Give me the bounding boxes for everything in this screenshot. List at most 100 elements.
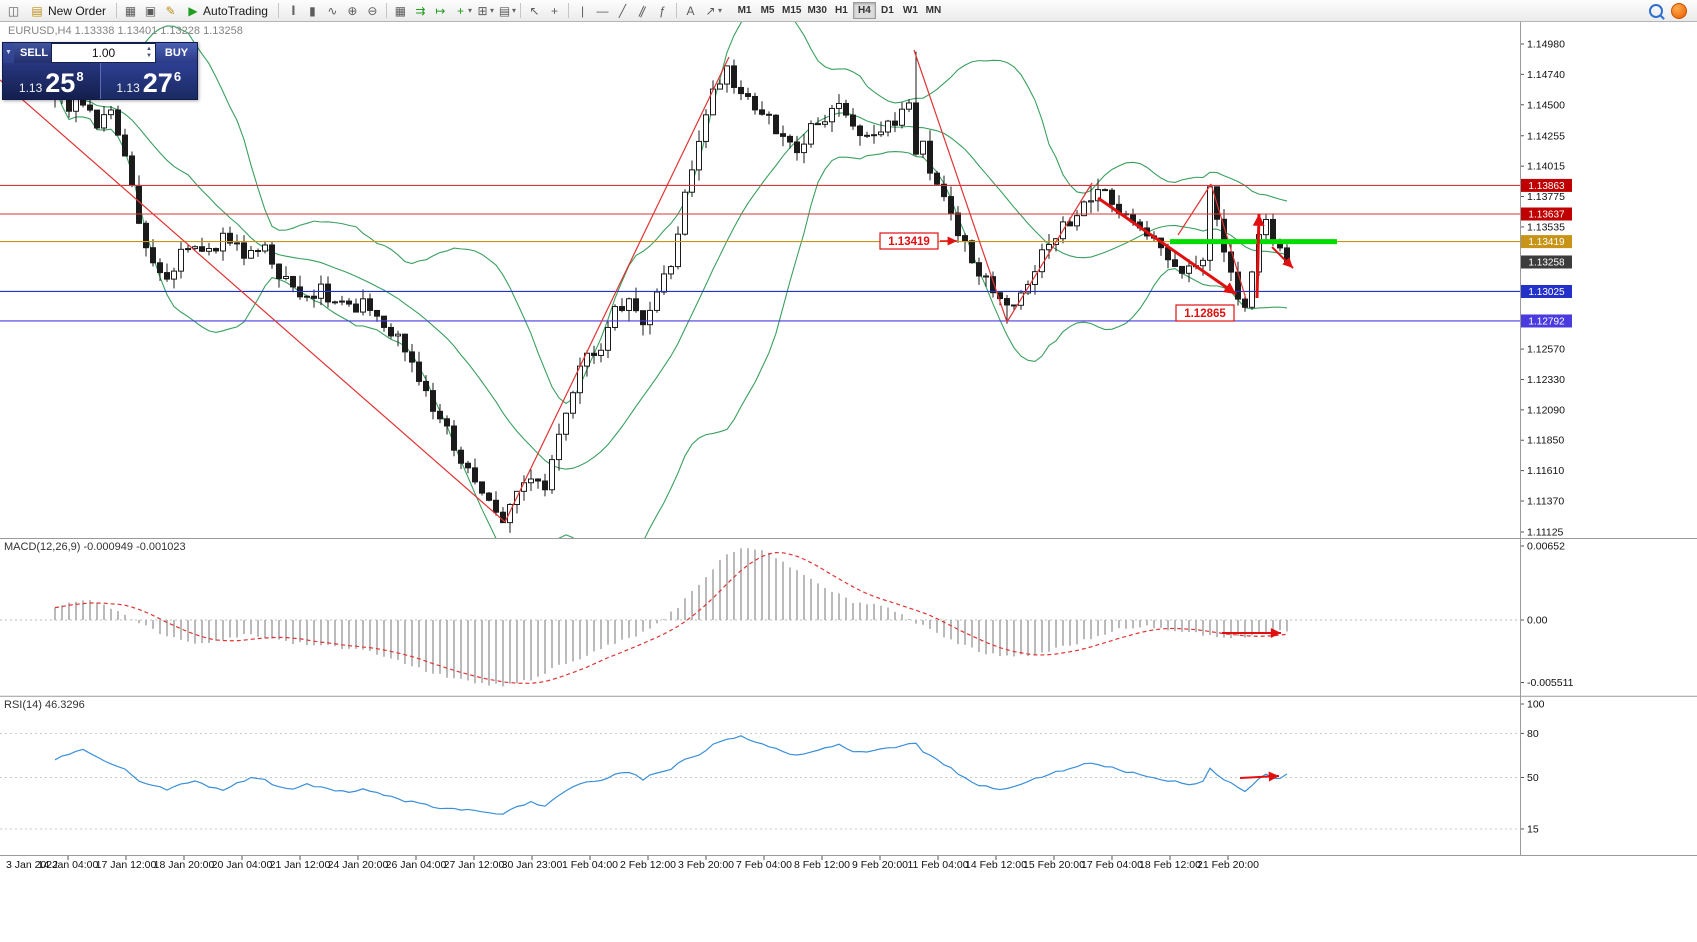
metaeditor-icon[interactable]: ✎ xyxy=(165,3,176,18)
horizontal-line-icon[interactable]: — xyxy=(596,3,609,18)
sell-price-prefix: 1.13 xyxy=(18,81,43,95)
new-chart-icon[interactable]: ▦ xyxy=(124,3,137,18)
price-axis-tick: 1.14015 xyxy=(1527,161,1565,173)
time-axis-label: 26 Jan 04:00 xyxy=(386,859,447,871)
rsi-axis-tick: 15 xyxy=(1527,823,1539,835)
macd-panel[interactable] xyxy=(0,548,1520,687)
sell-button[interactable]: SELL xyxy=(14,43,51,63)
macd-axis-tick: -0.005511 xyxy=(1527,677,1574,689)
timeframe-h4-button[interactable]: H4 xyxy=(852,2,876,19)
trendline-5[interactable] xyxy=(1177,183,1212,236)
profiles-icon[interactable]: ▣ xyxy=(144,3,157,18)
timeframe-m1-button[interactable]: M1 xyxy=(733,2,756,19)
periods-icon[interactable]: ⊞ xyxy=(477,3,488,18)
chart-ohlc-header: EURUSD,H4 1.13338 1.13401 1.13228 1.1325… xyxy=(8,25,243,37)
timeframe-w1-button[interactable]: W1 xyxy=(899,2,922,19)
annotation-arrow[interactable] xyxy=(1255,213,1261,299)
trendline-icon[interactable]: ╱ xyxy=(618,3,627,18)
chart-shift-icon[interactable]: ↦ xyxy=(435,3,446,18)
channel-icon[interactable]: ∥ xyxy=(636,2,649,19)
buy-button[interactable]: BUY xyxy=(156,43,197,63)
timeframe-mn-button[interactable]: MN xyxy=(922,2,945,19)
trendline-3[interactable] xyxy=(913,49,1008,323)
bar-chart-icon[interactable]: ||| xyxy=(291,4,296,16)
time-axis-label: 17 Jan 12:00 xyxy=(96,859,157,871)
zoom-in-icon[interactable]: ⊕ xyxy=(347,3,358,18)
fibonacci-icon[interactable]: ƒ xyxy=(659,3,666,18)
one-click-collapse-icon[interactable]: ▼ xyxy=(5,49,12,56)
chart-symbol-icon[interactable]: ◫ xyxy=(7,3,20,18)
macd-axis-tick: 0.00 xyxy=(1527,615,1548,627)
trendline-1[interactable] xyxy=(0,79,506,523)
macd-axis-tick: 0.00652 xyxy=(1527,540,1565,552)
time-axis-label: 21 Jan 12:00 xyxy=(270,859,331,871)
arrows-tool-icon[interactable]: ↗ xyxy=(705,3,716,18)
candlestick-chart-icon[interactable]: ▮ xyxy=(309,3,316,18)
price-axis-tick: 1.12570 xyxy=(1527,344,1565,356)
text-tool-icon[interactable]: A xyxy=(686,3,695,18)
time-axis-label: 15 Feb 20:00 xyxy=(1023,859,1085,871)
toolbar-separator xyxy=(116,3,118,18)
vertical-line-icon[interactable]: | xyxy=(580,3,585,18)
rsi-axis-tick: 100 xyxy=(1527,699,1545,711)
price-tag-1.13863 xyxy=(1521,178,1572,192)
time-axis-label: 11 Feb 04:00 xyxy=(907,859,968,871)
timeframe-m5-button[interactable]: M5 xyxy=(756,2,779,19)
time-axis-label: 9 Feb 20:00 xyxy=(852,859,908,871)
trendline-4[interactable] xyxy=(1006,182,1093,323)
candles-layer xyxy=(52,51,1290,533)
buy-price-prefix: 1.13 xyxy=(116,81,140,95)
buy-price[interactable]: 1.13 27 6 xyxy=(99,63,197,99)
timeframe-d1-button[interactable]: D1 xyxy=(876,2,899,19)
buy-price-sup: 6 xyxy=(173,69,182,84)
auto-scroll-icon[interactable]: ⇉ xyxy=(415,3,426,18)
line-chart-icon[interactable]: ∿ xyxy=(327,3,338,18)
cursor-icon[interactable]: ↖ xyxy=(529,3,540,18)
volume-up-icon[interactable]: ▲ xyxy=(146,46,152,52)
annotation-arrow-head xyxy=(1252,214,1265,226)
volume-field[interactable]: 1.00 ▲ ▼ xyxy=(51,43,156,63)
one-click-top-row: ▼ SELL 1.00 ▲ ▼ BUY xyxy=(3,43,197,63)
autotrading-button[interactable]: ▶ AutoTrading xyxy=(181,2,274,20)
tile-windows-icon[interactable]: ▦ xyxy=(394,3,407,18)
main-price-panel[interactable]: 1.13419 1.12865 xyxy=(0,0,1520,573)
timeframe-h1-button[interactable]: H1 xyxy=(830,2,853,19)
price-callout-box[interactable] xyxy=(879,232,939,250)
timeframe-m15-button[interactable]: M15 xyxy=(779,2,804,19)
price-callout-box[interactable] xyxy=(1175,304,1235,322)
price-axis-tick: 1.14500 xyxy=(1527,99,1565,111)
indicators-dropdown-icon[interactable]: ▾ xyxy=(467,6,472,15)
new-order-button[interactable]: ▤ New Order xyxy=(24,2,112,20)
time-axis-label: 18 Jan 20:00 xyxy=(154,859,215,871)
trendline-2[interactable] xyxy=(504,56,730,523)
arrows-dropdown-icon[interactable]: ▾ xyxy=(718,6,723,15)
new-order-icon: ▤ xyxy=(31,3,43,18)
annotation-arrow-head xyxy=(1268,771,1279,782)
toolbar-separator xyxy=(568,3,569,18)
time-axis-label: 3 Feb 20:00 xyxy=(678,859,734,871)
periods-dropdown-icon[interactable]: ▾ xyxy=(489,6,494,15)
price-tag-1.12792 xyxy=(1521,314,1572,328)
zoom-out-icon[interactable]: ⊖ xyxy=(367,3,378,18)
rsi-panel[interactable] xyxy=(0,732,1520,830)
price-tag-label: 1.12792 xyxy=(1528,316,1565,327)
volume-down-icon[interactable]: ▼ xyxy=(146,53,152,59)
price-axis-tick: 1.11610 xyxy=(1527,465,1564,477)
time-axis-label: 7 Feb 04:00 xyxy=(736,859,792,871)
sell-price[interactable]: 1.13 25 8 xyxy=(3,63,100,99)
volume-stepper[interactable]: ▲ ▼ xyxy=(144,44,154,62)
price-tag-1.13637 xyxy=(1521,207,1572,221)
templates-dropdown-icon[interactable]: ▾ xyxy=(511,6,516,15)
autotrading-play-icon: ▶ xyxy=(188,3,198,18)
search-icon[interactable] xyxy=(1649,3,1663,18)
notification-icon[interactable] xyxy=(1671,2,1687,19)
crosshair-icon[interactable]: + xyxy=(550,3,558,18)
axes-layer[interactable]: 1.149801.147401.145001.142551.140151.137… xyxy=(0,22,1697,871)
one-click-trading-panel: ▼ SELL 1.00 ▲ ▼ BUY 1.13 25 8 1.13 27 6 xyxy=(2,42,198,100)
templates-icon[interactable]: ▤ xyxy=(498,3,511,18)
timeframe-m30-button[interactable]: M30 xyxy=(804,2,829,19)
annotation-arrow[interactable] xyxy=(1097,196,1237,296)
indicators-icon[interactable]: + xyxy=(456,3,464,18)
price-tag-1.13025 xyxy=(1521,284,1572,298)
